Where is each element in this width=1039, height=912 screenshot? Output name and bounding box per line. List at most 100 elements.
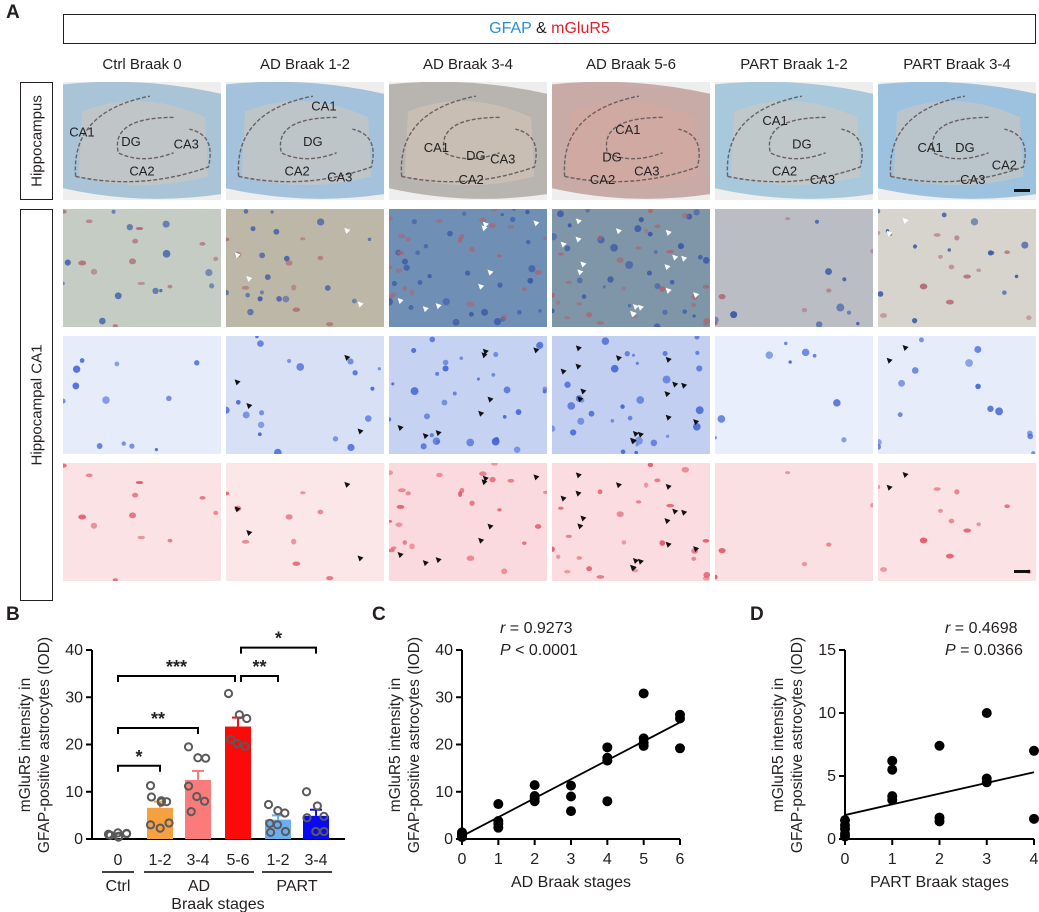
astrocyte-cell: [226, 289, 229, 296]
astrocyte-cell: [654, 283, 661, 290]
arrowhead-icon: [632, 431, 639, 438]
row-label-ca1-text: Hippocampal CA1: [28, 344, 45, 466]
mglur5-cell: [135, 480, 144, 485]
arrowhead-icon: [533, 474, 540, 481]
astrocyte-cell: [257, 421, 265, 429]
chart-c-scatter: mGluR5 intensity in GFAP-positive astrocy…: [387, 620, 685, 891]
astrocyte-cell: [627, 415, 633, 421]
x-tick-label: 5-6: [226, 852, 249, 869]
data-point: [638, 688, 649, 699]
arrowhead-icon: [902, 471, 909, 478]
astrocyte-cell: [653, 323, 661, 327]
y-tick-label: 10: [818, 705, 836, 722]
astrocyte-cell: [435, 371, 440, 376]
x-tick-label: 0: [841, 851, 850, 868]
mglur5-cell: [489, 476, 496, 483]
astrocyte-cell: [245, 292, 251, 298]
mglur5-cell: [543, 236, 547, 240]
astrocyte-cell: [126, 223, 134, 231]
region-label: CA3: [327, 169, 352, 184]
astrocyte-cell: [812, 353, 817, 358]
arrowhead-icon: [886, 230, 893, 237]
region-label: CA1: [615, 122, 640, 137]
astrocyte-cell: [538, 309, 542, 313]
arrowhead-icon: [693, 546, 700, 553]
mglur5-micrograph: [878, 463, 1036, 581]
astrocyte-cell: [918, 337, 924, 343]
hippocampus-image: CA1 DG CA3 CA2: [63, 82, 221, 200]
arrowhead-icon: [234, 379, 241, 386]
panel-c-letter: C: [372, 604, 386, 625]
mglur5-cell: [466, 555, 475, 561]
mglur5-cell: [870, 249, 873, 254]
arrowhead-icon: [357, 428, 364, 435]
astrocyte-cell: [528, 265, 536, 273]
y-axis-label-line1: mGluR5 intensity in: [17, 678, 34, 812]
astrocyte-cell: [878, 209, 881, 214]
stat-p-symbol: P: [500, 642, 511, 659]
mglur5-cell: [691, 302, 697, 307]
astrocyte-cell: [970, 218, 979, 226]
mglur5-cell: [112, 324, 118, 327]
micrograph-background: [389, 463, 547, 581]
mglur5-cell: [292, 561, 301, 566]
data-point: [493, 822, 504, 833]
astrocyte-cell: [468, 311, 474, 317]
astrocyte-cell: [493, 318, 502, 326]
data-point: [493, 799, 504, 810]
mglur5-cell: [948, 518, 955, 524]
chart-d-scatter: mGluR5 intensity in GFAP-positive astrocy…: [770, 620, 1039, 891]
mglur5-cell: [78, 260, 87, 266]
y-tick-label: 0: [444, 831, 453, 848]
micrograph-background: [552, 463, 710, 581]
astrocyte-cell: [442, 365, 449, 372]
mglur5-cell: [300, 237, 306, 241]
astrocyte-cell: [96, 443, 103, 449]
arrowhead-icon: [234, 252, 241, 259]
micrograph-background: [63, 209, 221, 327]
micrograph-background: [715, 209, 873, 327]
region-label: CA2: [459, 172, 484, 187]
astrocyte-cell: [552, 308, 555, 314]
mglur5-cell: [933, 233, 941, 237]
mglur5-cell: [491, 209, 498, 212]
pyramidal-layer: [404, 101, 535, 186]
data-point: [240, 741, 250, 751]
region-label: CA1: [917, 140, 942, 155]
astrocyte-cell: [974, 345, 982, 353]
stat-p: P < 0.0001: [500, 642, 578, 659]
data-point: [193, 753, 203, 763]
y-axis-label-line2: GFAP-positive astrocytes (IOD): [789, 637, 806, 853]
mglur5-cell: [285, 514, 293, 520]
significance-bracket: [117, 674, 236, 682]
y-tick-label: 40: [435, 642, 453, 659]
mglur5-cell: [497, 254, 502, 258]
arrowhead-icon: [487, 269, 494, 276]
mglur5-cell: [396, 504, 405, 509]
mglur5-cell: [963, 528, 971, 533]
significance-bracket: [240, 646, 317, 654]
astrocyte-cell: [72, 382, 80, 390]
hippocampus-image: CA1 DG CA2 CA3: [552, 82, 710, 200]
arrowhead-icon: [672, 381, 679, 388]
arrowhead-icon: [672, 508, 679, 515]
data-point: [840, 831, 850, 842]
mglur5-cell: [666, 249, 675, 254]
arrowhead-icon: [575, 490, 582, 497]
mglur5-cell: [586, 566, 593, 572]
y-tick-label: 20: [435, 737, 453, 754]
astrocyte-cell: [570, 429, 577, 436]
region-label: CA3: [490, 152, 515, 167]
astrocyte-cell: [814, 219, 820, 224]
arrowhead-icon: [246, 530, 253, 537]
mglur5-cell: [565, 280, 572, 284]
astrocyte-cell: [370, 386, 375, 391]
region-outline: [563, 95, 700, 183]
x-tick-label: 2: [530, 851, 539, 868]
mglur5-cell: [659, 286, 666, 292]
mglur5-cell: [718, 293, 726, 300]
y-tick-label: 5: [827, 768, 836, 785]
astrocyte-cell: [317, 218, 325, 226]
astrocyte-cell: [542, 389, 547, 394]
arrowhead-icon: [665, 356, 672, 363]
